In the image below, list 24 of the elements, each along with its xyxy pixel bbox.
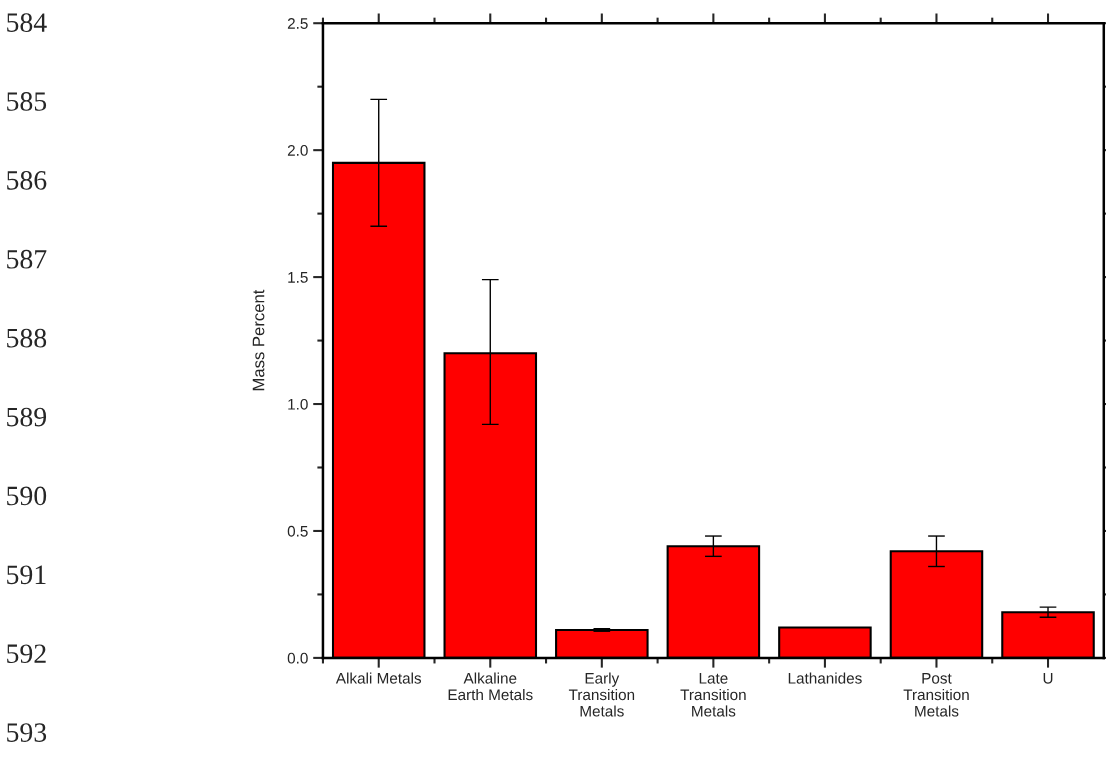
text: 586 [7, 170, 47, 190]
x-tick-label: Alkaline Earth Metals [448, 672, 533, 701]
text: 593 [7, 723, 47, 742]
y-tick-label: 2.5 [287, 18, 308, 29]
text: 589 [7, 407, 47, 427]
text: 591 [7, 565, 46, 585]
y-axis-title: Mass Percent [252, 289, 265, 391]
y-tick-label: 2.0 [287, 145, 308, 156]
text: 587 [7, 249, 47, 269]
y-tick-label: 0.0 [287, 652, 308, 664]
x-tick-label: U [1043, 673, 1053, 684]
x-tick-label: Alkali Metals [335, 672, 422, 684]
text: 584 [7, 13, 47, 32]
text: 585 [7, 92, 47, 111]
text: 588 [7, 328, 47, 348]
y-tick-label: 1.5 [288, 272, 308, 283]
text: 590 [7, 486, 47, 506]
x-tick-label: Post Transition Metals [903, 673, 969, 717]
y-tick-label: 0.5 [287, 525, 308, 537]
x-tick-label: Early Transition Metals [568, 672, 635, 717]
x-tick-label: Late Transition Metals [680, 673, 746, 717]
x-tick-label: Lathanides [788, 672, 862, 684]
y-tick-label: 1.0 [288, 398, 308, 410]
text: 592 [7, 644, 46, 664]
